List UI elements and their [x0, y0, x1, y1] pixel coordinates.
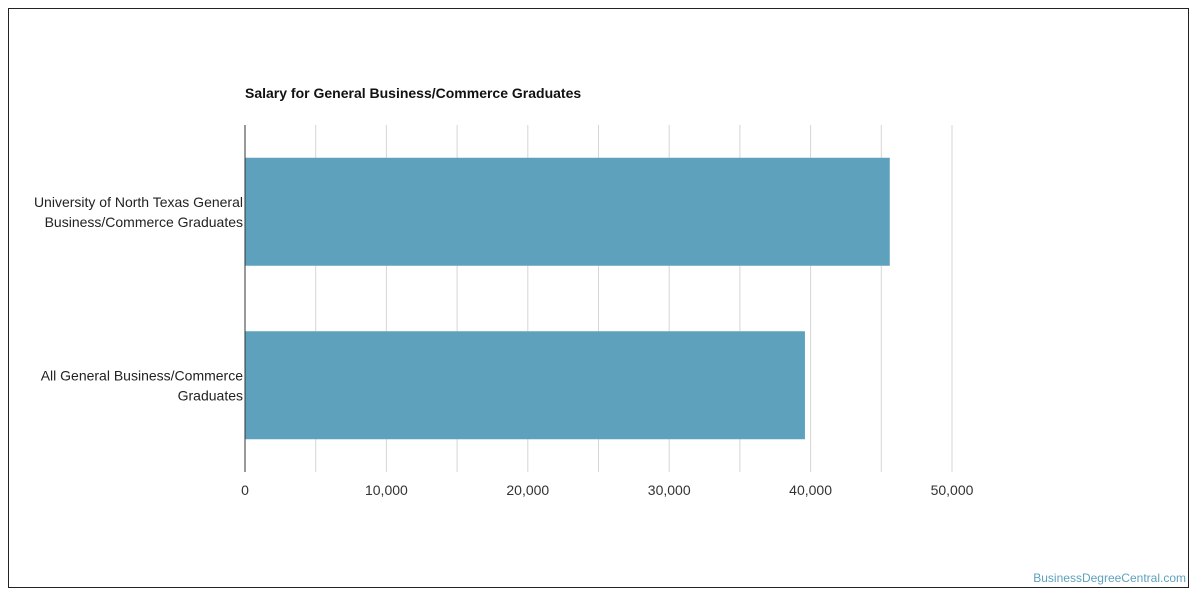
x-tick-labels: 0 10,000 20,000 30,000 40,000 50,000 [241, 482, 974, 498]
category-label: University of North Texas General Busines… [34, 194, 243, 230]
x-tick-label: 40,000 [789, 482, 832, 498]
category-label: All General Business/Commerce Graduates [41, 367, 244, 403]
category-label-line: Graduates [178, 387, 243, 403]
bar [245, 157, 890, 266]
x-tick-label: 50,000 [931, 482, 974, 498]
bars [245, 157, 890, 440]
x-tick-label: 20,000 [506, 482, 549, 498]
watermark: BusinessDegreeCentral.com [1033, 571, 1186, 585]
category-label-line: University of North Texas General [34, 194, 243, 210]
x-tick-label: 30,000 [648, 482, 691, 498]
category-label-line: All General Business/Commerce [41, 367, 244, 383]
chart-title: Salary for General Business/Commerce Gra… [245, 85, 582, 101]
category-labels: University of North Texas General Busines… [34, 194, 243, 404]
x-tick-label: 0 [241, 482, 249, 498]
bar [245, 331, 805, 440]
category-label-line: Business/Commerce Graduates [45, 214, 243, 230]
x-tick-label: 10,000 [365, 482, 408, 498]
